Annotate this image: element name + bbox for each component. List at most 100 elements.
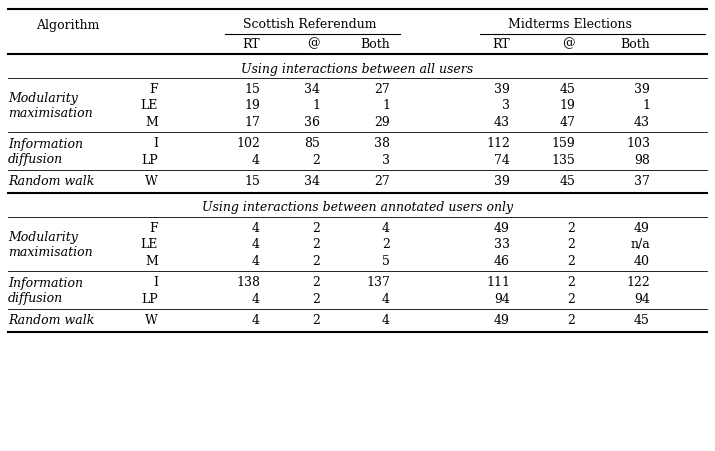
Text: 138: 138 [236, 276, 260, 289]
Text: 39: 39 [494, 175, 510, 188]
Text: 2: 2 [567, 292, 575, 305]
Text: 38: 38 [374, 137, 390, 150]
Text: 4: 4 [252, 221, 260, 234]
Text: Both: Both [620, 37, 650, 51]
Text: 2: 2 [567, 276, 575, 289]
Text: 49: 49 [494, 221, 510, 234]
Text: 46: 46 [494, 254, 510, 267]
Text: 2: 2 [312, 313, 320, 327]
Text: 15: 15 [244, 175, 260, 188]
Text: 103: 103 [626, 137, 650, 150]
Text: RT: RT [493, 37, 510, 51]
Text: Midterms Elections: Midterms Elections [508, 18, 632, 30]
Text: 43: 43 [634, 115, 650, 129]
Text: Using interactions between annotated users only: Using interactions between annotated use… [202, 201, 513, 214]
Text: 1: 1 [642, 99, 650, 112]
Text: 85: 85 [304, 137, 320, 150]
Text: n/a: n/a [630, 238, 650, 251]
Text: 4: 4 [252, 292, 260, 305]
Text: 2: 2 [312, 254, 320, 267]
Text: Using interactions between all users: Using interactions between all users [242, 62, 473, 75]
Text: Algorithm: Algorithm [36, 19, 99, 32]
Text: F: F [149, 83, 158, 96]
Text: 27: 27 [374, 175, 390, 188]
Text: 122: 122 [626, 276, 650, 289]
Text: 4: 4 [382, 313, 390, 327]
Text: I: I [153, 137, 158, 150]
Text: 4: 4 [252, 313, 260, 327]
Text: 111: 111 [486, 276, 510, 289]
Text: Modularity
maximisation: Modularity maximisation [8, 230, 93, 258]
Text: F: F [149, 221, 158, 234]
Text: 1: 1 [382, 99, 390, 112]
Text: 33: 33 [494, 238, 510, 251]
Text: 135: 135 [551, 153, 575, 166]
Text: LP: LP [142, 292, 158, 305]
Text: Scottish Referendum: Scottish Referendum [243, 18, 377, 30]
Text: LE: LE [141, 99, 158, 112]
Text: W: W [145, 313, 158, 327]
Text: 29: 29 [374, 115, 390, 129]
Text: 1: 1 [312, 99, 320, 112]
Text: @: @ [563, 37, 575, 51]
Text: W: W [145, 175, 158, 188]
Text: 47: 47 [559, 115, 575, 129]
Text: 34: 34 [304, 83, 320, 96]
Text: 19: 19 [559, 99, 575, 112]
Text: 159: 159 [551, 137, 575, 150]
Text: 15: 15 [244, 83, 260, 96]
Text: 2: 2 [567, 313, 575, 327]
Text: 2: 2 [312, 238, 320, 251]
Text: 2: 2 [312, 153, 320, 166]
Text: 94: 94 [634, 292, 650, 305]
Text: 112: 112 [486, 137, 510, 150]
Text: 3: 3 [382, 153, 390, 166]
Text: 4: 4 [382, 292, 390, 305]
Text: 3: 3 [502, 99, 510, 112]
Text: Random walk: Random walk [8, 313, 94, 327]
Text: M: M [145, 115, 158, 129]
Text: I: I [153, 276, 158, 289]
Text: Information
diffusion: Information diffusion [8, 138, 83, 166]
Text: 39: 39 [634, 83, 650, 96]
Text: 102: 102 [236, 137, 260, 150]
Text: 4: 4 [252, 254, 260, 267]
Text: 36: 36 [304, 115, 320, 129]
Text: LE: LE [141, 238, 158, 251]
Text: M: M [145, 254, 158, 267]
Text: Modularity
maximisation: Modularity maximisation [8, 92, 93, 120]
Text: 2: 2 [312, 221, 320, 234]
Text: @: @ [307, 37, 320, 51]
Text: 2: 2 [567, 221, 575, 234]
Text: 17: 17 [244, 115, 260, 129]
Text: 40: 40 [634, 254, 650, 267]
Text: 45: 45 [559, 175, 575, 188]
Text: 39: 39 [494, 83, 510, 96]
Text: 4: 4 [252, 238, 260, 251]
Text: 27: 27 [374, 83, 390, 96]
Text: 74: 74 [494, 153, 510, 166]
Text: Both: Both [360, 37, 390, 51]
Text: 137: 137 [366, 276, 390, 289]
Text: Random walk: Random walk [8, 175, 94, 188]
Text: 94: 94 [494, 292, 510, 305]
Text: 37: 37 [634, 175, 650, 188]
Text: 5: 5 [382, 254, 390, 267]
Text: LP: LP [142, 153, 158, 166]
Text: 45: 45 [559, 83, 575, 96]
Text: 98: 98 [634, 153, 650, 166]
Text: 2: 2 [382, 238, 390, 251]
Text: 2: 2 [312, 276, 320, 289]
Text: 45: 45 [634, 313, 650, 327]
Text: 49: 49 [494, 313, 510, 327]
Text: 2: 2 [312, 292, 320, 305]
Text: 2: 2 [567, 254, 575, 267]
Text: 4: 4 [252, 153, 260, 166]
Text: 43: 43 [494, 115, 510, 129]
Text: 19: 19 [244, 99, 260, 112]
Text: 49: 49 [634, 221, 650, 234]
Text: Information
diffusion: Information diffusion [8, 276, 83, 304]
Text: 34: 34 [304, 175, 320, 188]
Text: RT: RT [242, 37, 260, 51]
Text: 2: 2 [567, 238, 575, 251]
